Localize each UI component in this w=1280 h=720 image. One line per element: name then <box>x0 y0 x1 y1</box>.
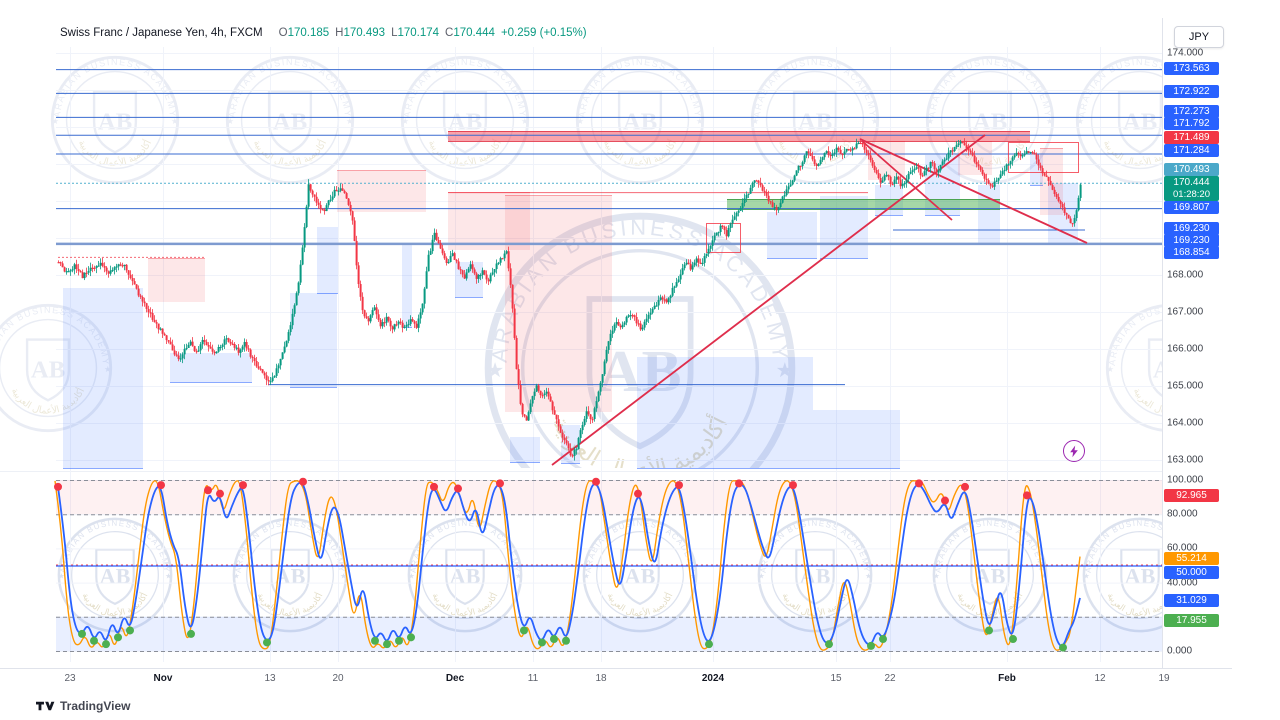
currency-toggle-button[interactable]: JPY <box>1174 26 1224 48</box>
time-axis-separator <box>0 668 1232 669</box>
legend[interactable]: Swiss Franc / Japanese Yen, 4h, FXCM O170… <box>60 27 587 39</box>
change-value: +0.259 (+0.15%) <box>500 27 587 39</box>
tradingview-logo[interactable]: TradingView <box>36 699 130 713</box>
low-value: 170.174 <box>397 27 440 39</box>
lightning-bolt-icon <box>1070 445 1078 457</box>
tradingview-mark-icon <box>36 701 55 711</box>
open-label: O <box>278 27 288 39</box>
price-scale-separator <box>1162 18 1163 668</box>
flash-marker-icon[interactable] <box>1063 440 1085 462</box>
close-value: 170.444 <box>453 27 495 39</box>
open-value: 170.185 <box>287 27 330 39</box>
high-value: 170.493 <box>343 27 386 39</box>
low-label: L <box>391 27 398 39</box>
tradingview-logo-text: TradingView <box>60 699 131 713</box>
close-label: C <box>445 27 454 39</box>
symbol-title[interactable]: Swiss Franc / Japanese Yen, 4h, FXCM <box>60 27 263 39</box>
high-label: H <box>335 27 344 39</box>
